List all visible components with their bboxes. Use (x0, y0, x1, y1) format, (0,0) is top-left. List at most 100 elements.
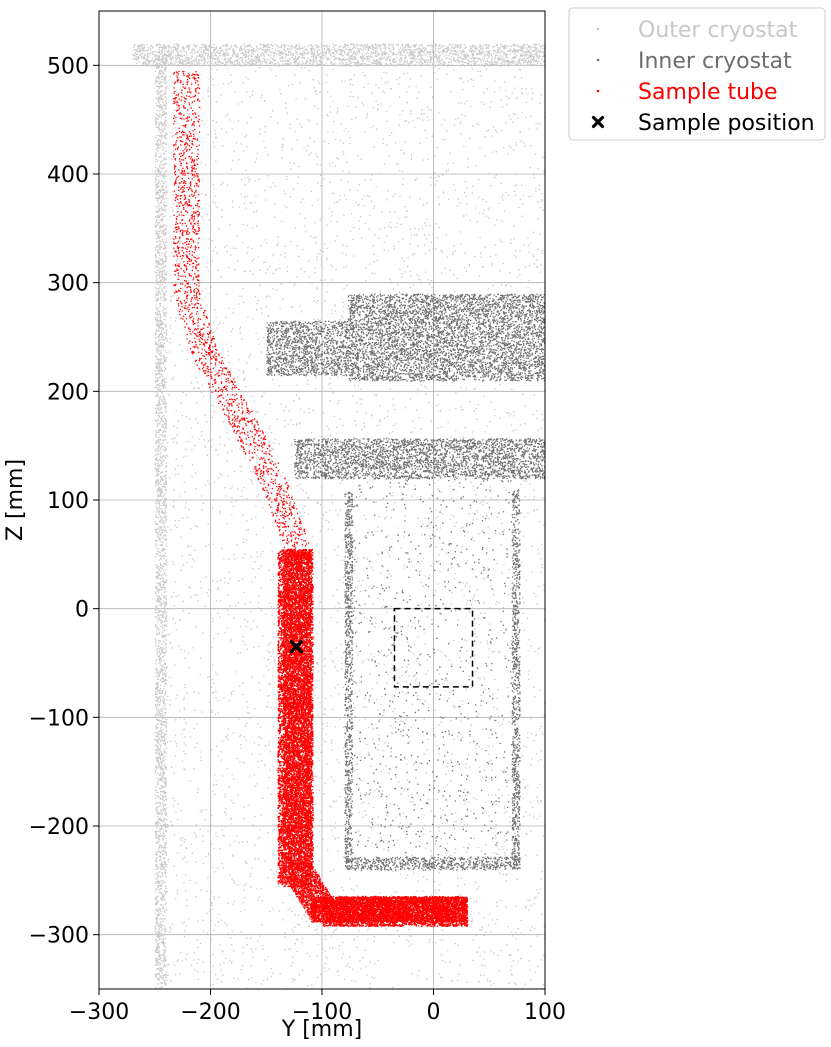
outer-cryostat-point (469, 45, 471, 47)
outer-cryostat-point (165, 747, 168, 749)
outer-cryostat-point (160, 565, 162, 567)
outer-cryostat-point (155, 606, 158, 609)
outer-cryostat-point (372, 47, 374, 49)
outer-cryostat-point (175, 48, 177, 50)
outer-cryostat-point (539, 50, 541, 52)
outer-cryostat-point (185, 58, 187, 60)
outer-cryostat-point (158, 671, 160, 673)
outer-cryostat-point (401, 58, 403, 60)
outer-cryostat-point (294, 47, 296, 49)
outer-cryostat-point (273, 55, 275, 57)
outer-cryostat-point (162, 225, 164, 227)
outer-cryostat-point (160, 544, 163, 546)
outer-cryostat-point (503, 59, 505, 61)
outer-cryostat-point (162, 794, 164, 797)
outer-cryostat-point (222, 62, 224, 64)
outer-cryostat-point (328, 48, 330, 50)
outer-cryostat-point (406, 52, 408, 54)
outer-cryostat-point (232, 52, 234, 54)
outer-cryostat-point (442, 49, 444, 51)
outer-cryostat-point (340, 53, 343, 55)
outer-cryostat-point (160, 927, 162, 929)
outer-cryostat-point (165, 766, 167, 768)
outer-cryostat-point (160, 81, 163, 84)
outer-cryostat-point (236, 60, 238, 62)
outer-cryostat-point (480, 48, 482, 51)
outer-cryostat-point (201, 60, 203, 62)
outer-cryostat-point (322, 45, 324, 47)
outer-cryostat-point (353, 58, 356, 60)
outer-cryostat-point (148, 61, 150, 64)
outer-cryostat-point (374, 51, 376, 53)
outer-cryostat-point (534, 47, 537, 49)
outer-cryostat-point (199, 62, 201, 64)
outer-cryostat-point (274, 49, 277, 52)
outer-cryostat-point (169, 54, 172, 57)
outer-cryostat-point (350, 51, 353, 53)
outer-cryostat-point (362, 57, 364, 59)
outer-cryostat-point (155, 582, 157, 584)
outer-cryostat-point (500, 62, 502, 64)
outer-cryostat-point (159, 954, 161, 957)
outer-cryostat-point (162, 580, 164, 582)
outer-cryostat-point (154, 591, 157, 593)
outer-cryostat-point (279, 51, 281, 54)
outer-cryostat-point (169, 51, 171, 53)
outer-cryostat-point (177, 46, 180, 48)
outer-cryostat-point (157, 98, 160, 100)
outer-cryostat-point (167, 54, 169, 56)
outer-cryostat-point (160, 567, 162, 569)
outer-cryostat-point (161, 549, 164, 551)
outer-cryostat-point (168, 55, 170, 58)
outer-cryostat-point (526, 54, 528, 56)
outer-cryostat-point (164, 782, 166, 785)
outer-cryostat-point (352, 43, 354, 45)
outer-cryostat-point (158, 43, 160, 46)
outer-cryostat-point (161, 486, 163, 488)
outer-cryostat-point (158, 539, 160, 541)
outer-cryostat-point (161, 525, 163, 528)
outer-cryostat-point (161, 128, 163, 130)
outer-cryostat-point (232, 62, 234, 65)
outer-cryostat-point (161, 97, 163, 100)
outer-cryostat-point (163, 234, 165, 236)
outer-cryostat-point (133, 57, 135, 59)
outer-cryostat-point (298, 48, 300, 50)
outer-cryostat-point (156, 183, 158, 185)
outer-cryostat-point (453, 59, 455, 62)
outer-cryostat-point (162, 976, 165, 978)
outer-cryostat-point (165, 909, 167, 911)
outer-cryostat-point (306, 61, 309, 63)
outer-cryostat-point (304, 49, 306, 52)
outer-cryostat-point (156, 198, 159, 200)
outer-cryostat-point (155, 468, 157, 470)
outer-cryostat-point (160, 533, 162, 536)
outer-cryostat-point (270, 61, 272, 63)
outer-cryostat-point (434, 55, 436, 57)
outer-cryostat-point (157, 885, 159, 887)
outer-cryostat-point (161, 710, 163, 712)
outer-cryostat-point (416, 61, 418, 63)
outer-cryostat-point (175, 61, 178, 63)
outer-cryostat-point (155, 179, 157, 182)
outer-cryostat-point (157, 396, 160, 398)
outer-cryostat-point (158, 704, 161, 706)
outer-cryostat-point (371, 52, 373, 55)
outer-cryostat-point (163, 92, 165, 94)
outer-cryostat-point (161, 460, 163, 463)
outer-cryostat-point (252, 59, 254, 62)
outer-cryostat-point (165, 439, 167, 441)
outer-cryostat-point (426, 51, 428, 53)
outer-cryostat-point (162, 380, 164, 382)
outer-cryostat-point (165, 457, 167, 459)
outer-cryostat-point (518, 46, 520, 48)
outer-cryostat-point (159, 409, 161, 411)
outer-cryostat-point (156, 216, 158, 218)
outer-cryostat-point (164, 817, 166, 820)
outer-cryostat-point (278, 64, 281, 66)
outer-cryostat-point (252, 62, 254, 65)
outer-cryostat-point (161, 232, 163, 235)
outer-cryostat-point (427, 51, 429, 54)
outer-cryostat-point (292, 53, 295, 55)
outer-cryostat-point (285, 44, 287, 46)
